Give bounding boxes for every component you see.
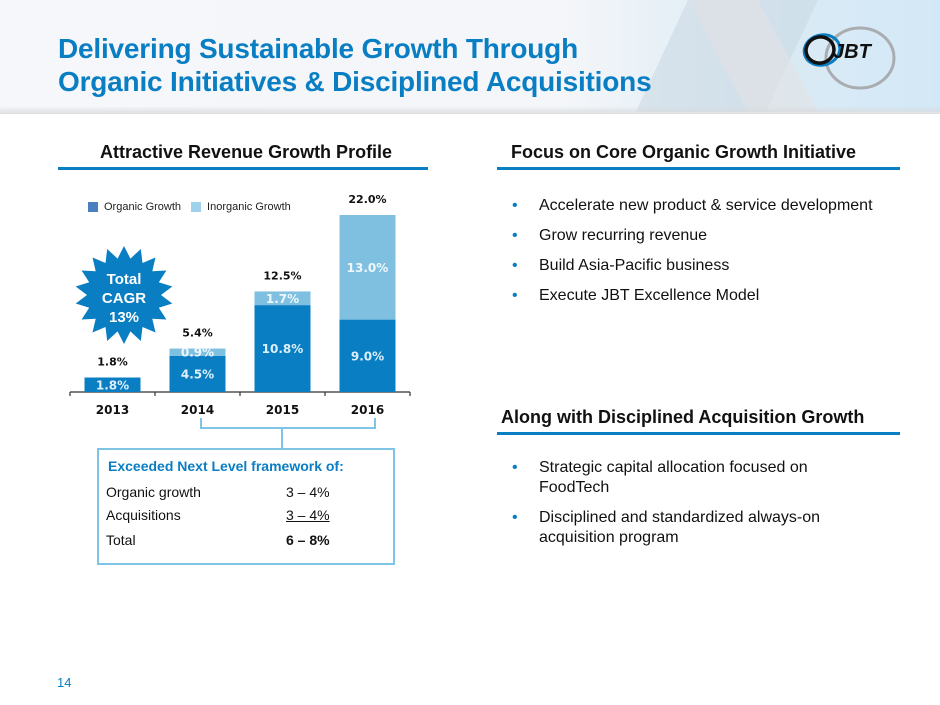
bar-organic: [254, 305, 311, 392]
list-item: • Build Asia-Pacific business: [505, 256, 905, 276]
bullet-text: Disciplined and standardized always-on a…: [539, 509, 821, 546]
total-label: 12.5%: [263, 269, 301, 282]
bar-organic: [339, 319, 396, 392]
revenue-growth-chart: 1.8% 1.8% 2013 4.5% 0.9% 5.4% 2014 10.8% 1.7% 12.…: [69, 193, 411, 417]
revenue-growth-heading: Attractive Revenue Growth Profile: [100, 142, 393, 162]
legend-inorganic: Inorganic Growth: [191, 201, 291, 213]
chart-legend: Organic Growth Inorganic Growth: [88, 201, 301, 213]
total-label: 22.0%: [348, 193, 386, 206]
framework-row-value: 6 – 8%: [286, 532, 330, 548]
acquisition-growth-heading: Along with Disciplined Acquisition Growt…: [501, 407, 865, 427]
data-label: 13.0%: [347, 261, 389, 275]
cagr-badge-line-2: CAGR: [101, 290, 147, 307]
acquisition-bullet-list: • Strategic capital allocation focused on…: [505, 458, 865, 558]
framework-row-label: Total: [106, 532, 136, 548]
bullet-text: Execute JBT Excellence Model: [539, 287, 760, 304]
cagr-badge-line-3: 13%: [108, 309, 140, 326]
bar-inorganic: [339, 215, 396, 320]
list-item: • Accelerate new product & service develo…: [505, 196, 905, 216]
bullet-text: Accelerate new product & service develop…: [539, 197, 873, 214]
bar-inorganic: [169, 348, 226, 356]
x-tick-label: 2015: [266, 403, 299, 417]
bar-organic: [169, 355, 226, 392]
data-label: 9.0%: [351, 349, 384, 363]
list-item: • Strategic capital allocation focused on…: [505, 458, 865, 498]
list-item: • Grow recurring revenue: [505, 226, 905, 246]
bar-inorganic: [254, 291, 311, 306]
title-line-2: Organic Initiatives & Disciplined Acquis…: [58, 66, 652, 97]
list-item: • Disciplined and standardized always-on …: [505, 508, 865, 548]
framework-row-label: Organic growth: [106, 484, 201, 500]
organic-bullet-list: • Accelerate new product & service develo…: [505, 196, 905, 316]
bullet-text: Build Asia-Pacific business: [539, 257, 730, 274]
total-label: 5.4%: [182, 327, 213, 340]
bar-organic: [84, 377, 141, 392]
cagr-starburst-icon: [75, 246, 173, 344]
data-label: 1.8%: [96, 378, 129, 392]
bullet-icon: •: [512, 459, 518, 476]
framework-row: Acquisitions 3 – 4%: [106, 507, 386, 523]
jbt-logo-icon: JBT: [802, 26, 896, 90]
x-tick-label: 2016: [351, 403, 384, 417]
bullet-text: Grow recurring revenue: [539, 227, 708, 244]
page-number: 14: [57, 675, 72, 690]
bullet-icon: •: [512, 287, 518, 304]
organic-heading-rule: [497, 167, 900, 170]
header-divider: [0, 106, 940, 114]
acquisition-heading-rule: [497, 432, 900, 435]
list-item: • Execute JBT Excellence Model: [505, 286, 905, 306]
framework-row-value: 3 – 4%: [286, 484, 330, 500]
legend-swatch-organic: [88, 202, 98, 212]
logo-text: JBT: [833, 41, 873, 63]
framework-heading: Exceeded Next Level framework of:: [108, 458, 344, 474]
title-line-1: Delivering Sustainable Growth Through: [58, 33, 578, 64]
framework-row-value: 3 – 4%: [286, 507, 330, 523]
page-title: Delivering Sustainable Growth Through Or…: [58, 32, 652, 98]
bullet-icon: •: [512, 197, 518, 214]
header-banner: [0, 0, 940, 112]
x-tick-label: 2013: [96, 403, 129, 417]
bullet-icon: •: [512, 227, 518, 244]
framework-box: Exceeded Next Level framework of: Organi…: [97, 448, 395, 565]
cagr-badge: Total CAGR 13%: [74, 270, 174, 327]
legend-label-organic: Organic Growth: [104, 201, 182, 213]
bracket-connector: [200, 418, 376, 448]
legend-swatch-inorganic: [191, 202, 202, 212]
framework-row: Total 6 – 8%: [106, 532, 386, 548]
total-label: 1.8%: [97, 356, 128, 369]
data-label: 10.8%: [262, 342, 304, 356]
revenue-heading-rule: [58, 167, 428, 170]
legend-label-inorganic: Inorganic Growth: [207, 201, 291, 213]
bullet-icon: •: [512, 257, 518, 274]
bullet-icon: •: [512, 509, 518, 526]
cagr-badge-line-1: Total: [106, 271, 142, 288]
x-tick-label: 2014: [181, 403, 214, 417]
framework-row-label: Acquisitions: [106, 507, 181, 523]
bullet-text: Strategic capital allocation focused on …: [539, 459, 808, 496]
data-label: 1.7%: [266, 292, 299, 306]
data-label: 0.9%: [181, 346, 214, 360]
legend-organic: Organic Growth: [88, 201, 181, 213]
framework-row: Organic growth 3 – 4%: [106, 484, 386, 500]
organic-growth-heading: Focus on Core Organic Growth Initiative: [511, 142, 857, 162]
data-label: 4.5%: [181, 367, 214, 381]
